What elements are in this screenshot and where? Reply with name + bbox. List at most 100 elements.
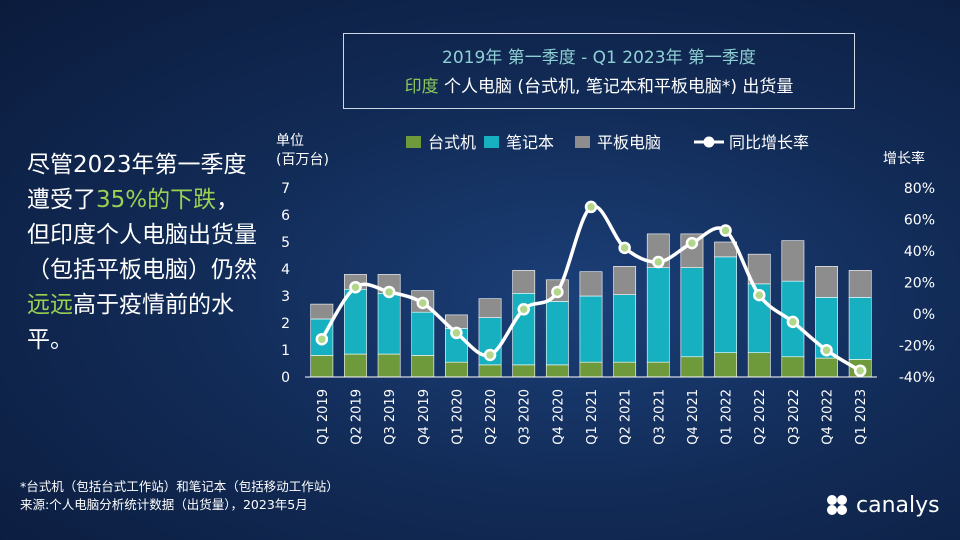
bar-tablet — [815, 265, 838, 298]
bar-desktop — [545, 364, 569, 378]
commentary-part5: 高于疫情前的水平。 — [27, 292, 234, 353]
commentary-highlight-decline: 35%的下跌 — [96, 187, 217, 213]
x-axis-tick: Q2 2021 — [619, 389, 634, 445]
bar-tablet — [848, 270, 872, 298]
x-axis-tick: Q3 2019 — [383, 389, 398, 445]
growth-rate-point — [584, 200, 598, 214]
x-axis-tick: Q3 2020 — [518, 389, 533, 445]
x-axis-tick: Q2 2019 — [349, 389, 364, 445]
commentary-part3: ，但印度个人电脑出货量（包括平板电脑）仍然 — [27, 187, 257, 283]
bar-tablet — [781, 240, 805, 282]
commentary-part1: 尽管2023年第一季度遭受了 — [27, 152, 247, 213]
right-axis-tick: 80% — [904, 181, 935, 197]
bar-notebook — [579, 295, 603, 363]
bar-desktop — [310, 355, 334, 378]
canalys-logo-text: canalys — [856, 492, 940, 518]
bar-desktop — [478, 364, 502, 378]
growth-rate-point — [315, 332, 329, 346]
bar-desktop — [579, 361, 603, 378]
x-axis-tick: Q1 2019 — [316, 389, 331, 445]
bar-tablet — [478, 298, 502, 318]
chart-title-period: 2019年 第一季度 - Q1 2023年 第一季度 — [442, 48, 756, 68]
right-axis-tick: 0% — [913, 307, 935, 323]
bar-desktop — [646, 361, 670, 378]
legend-swatch-tablet — [575, 136, 590, 148]
right-axis-tick: 20% — [904, 276, 935, 292]
bar-desktop — [680, 356, 704, 378]
bar-notebook — [714, 256, 737, 354]
bar-tablet — [310, 303, 334, 320]
bar-tablet — [747, 253, 771, 285]
left-axis-unit-line1: 单位 — [276, 133, 304, 149]
legend-label-growth: 同比增长率 — [729, 133, 809, 152]
right-axis-tick: -40% — [899, 370, 935, 386]
growth-rate-point — [652, 255, 665, 269]
x-axis-tick: Q2 2020 — [484, 389, 499, 445]
x-axis-tick: Q4 2020 — [551, 389, 566, 445]
left-axis-tick: 5 — [281, 235, 290, 251]
growth-rate-point — [450, 326, 463, 340]
legend-label-notebook: 笔记本 — [506, 133, 554, 152]
legend-swatch-notebook — [484, 136, 499, 148]
growth-rate-point — [853, 364, 867, 377]
bar-notebook — [411, 311, 435, 356]
left-axis-unit: 单位 (百万台) — [276, 132, 329, 170]
left-axis-tick: 1 — [281, 343, 290, 359]
bar-notebook — [344, 288, 367, 355]
x-axis-tick: Q2 2022 — [753, 389, 768, 445]
right-axis-tick: 60% — [904, 213, 935, 229]
canalys-logo-icon — [827, 495, 847, 515]
x-axis-tick: Q1 2023 — [854, 389, 869, 445]
growth-rate-point — [551, 285, 564, 299]
bar-desktop — [714, 352, 737, 378]
commentary-text: 尽管2023年第一季度遭受了35%的下跌，但印度个人电脑出货量（包括平板电脑）仍… — [27, 148, 259, 358]
bar-desktop — [781, 356, 805, 378]
canalys-logo: canalys — [823, 491, 940, 519]
legend-label-tablet: 平板电脑 — [597, 133, 661, 152]
bar-desktop — [377, 353, 401, 378]
growth-rate-point — [685, 236, 699, 250]
legend-label-desktop: 台式机 — [428, 133, 476, 152]
left-axis-tick: 7 — [281, 181, 290, 197]
growth-rate-point — [517, 303, 530, 316]
bar-desktop — [613, 361, 637, 378]
growth-rate-point — [820, 343, 833, 357]
left-axis-unit-line2: (百万台) — [276, 152, 329, 168]
bar-notebook — [377, 292, 401, 355]
x-axis-tick: Q4 2019 — [417, 389, 432, 445]
footnote: *台式机（包括台式工作站）和笔记本（包括移动工作站） 来源:个人电脑分析统计数据… — [20, 478, 339, 514]
legend-swatch-desktop — [406, 136, 421, 148]
chart-title-country: 印度 — [404, 77, 439, 97]
bar-desktop — [445, 361, 468, 378]
chart-title-main: 印度 个人电脑 (台式机, 笔记本和平板电脑*) 出货量 — [344, 72, 854, 97]
bar-tablet — [579, 271, 603, 297]
growth-rate-point — [618, 241, 631, 255]
footnote-source: 来源:个人电脑分析统计数据（出货量），2023年5月 — [20, 497, 308, 512]
x-axis-tick: Q3 2021 — [652, 389, 667, 445]
left-axis-tick: 3 — [281, 289, 290, 305]
bar-notebook — [613, 294, 637, 363]
chart-title-rest: 个人电脑 (台式机, 笔记本和平板电脑*) 出货量 — [438, 77, 794, 97]
bar-tablet — [613, 265, 637, 295]
x-axis-tick: Q4 2021 — [686, 389, 701, 445]
right-axis-unit: 增长率 — [883, 151, 925, 167]
growth-rate-point — [382, 285, 396, 299]
growth-rate-point — [752, 288, 766, 302]
bar-desktop — [512, 364, 536, 378]
x-axis-tick: Q1 2022 — [720, 389, 735, 445]
growth-rate-point — [719, 224, 732, 237]
bar-notebook — [848, 297, 872, 360]
right-axis-tick: 40% — [904, 244, 935, 260]
bar-notebook — [545, 301, 569, 366]
growth-rate-point — [416, 296, 430, 310]
left-axis-tick: 4 — [281, 262, 290, 278]
x-axis-tick: Q4 2022 — [821, 389, 836, 445]
legend-swatch-growth-marker — [703, 136, 715, 148]
growth-rate-point — [349, 280, 362, 294]
bar-tablet — [512, 270, 536, 294]
bar-desktop — [411, 355, 435, 378]
footnote-definition: *台式机（包括台式工作站）和笔记本（包括移动工作站） — [20, 479, 339, 494]
x-axis-tick: Q1 2020 — [450, 389, 465, 445]
commentary-highlight-far: 远远 — [27, 292, 73, 318]
